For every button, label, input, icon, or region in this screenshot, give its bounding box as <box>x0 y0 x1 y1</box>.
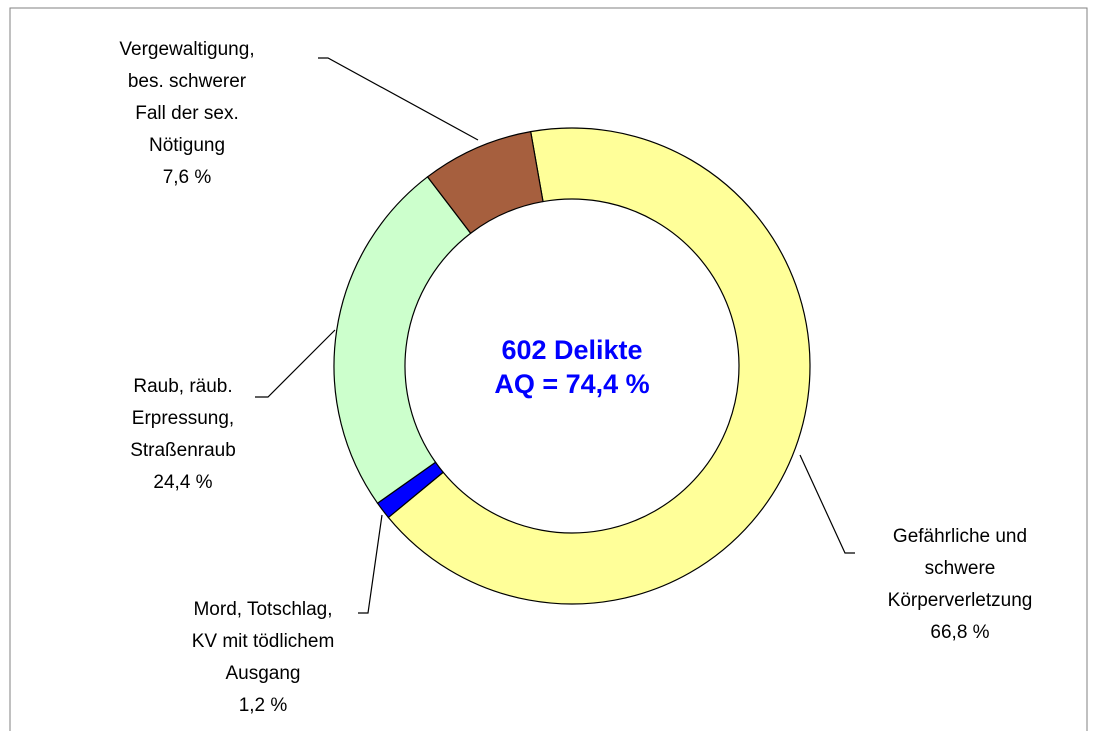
leader-line <box>358 514 383 614</box>
leader-lines <box>255 57 855 614</box>
leader-line <box>255 329 336 398</box>
slice-label: Erpressung, <box>132 408 234 429</box>
slice-label: Nötigung <box>149 135 225 156</box>
center-label: 602 Delikte <box>501 335 642 365</box>
center-label: AQ = 74,4 % <box>494 369 649 399</box>
donut-slice <box>333 175 472 505</box>
slice-label: Vergewaltigung, <box>119 39 254 60</box>
frame <box>9 7 1088 731</box>
donut-slice <box>387 127 811 605</box>
slice-label: Körperverletzung <box>888 590 1033 611</box>
value-label: 1,2 % <box>239 695 288 716</box>
slice-label: KV mit tödlichem <box>192 631 335 652</box>
slice-label: bes. schwerer <box>128 71 247 92</box>
slice-label: Fall der sex. <box>135 103 238 124</box>
slice-label: Mord, Totschlag, <box>193 599 332 620</box>
value-label: 66,8 % <box>930 622 989 643</box>
value-label: 24,4 % <box>153 472 212 493</box>
slice-label: Gefährliche und <box>893 526 1027 547</box>
leader-line <box>318 57 479 141</box>
slice-label: Ausgang <box>225 663 300 684</box>
donut-slice <box>426 130 544 235</box>
leader-line <box>799 454 855 554</box>
slice-label: schwere <box>925 558 996 579</box>
slice-label: Raub, räub. <box>133 376 232 397</box>
value-label: 7,6 % <box>163 167 212 188</box>
slice-label: Straßenraub <box>130 440 236 461</box>
